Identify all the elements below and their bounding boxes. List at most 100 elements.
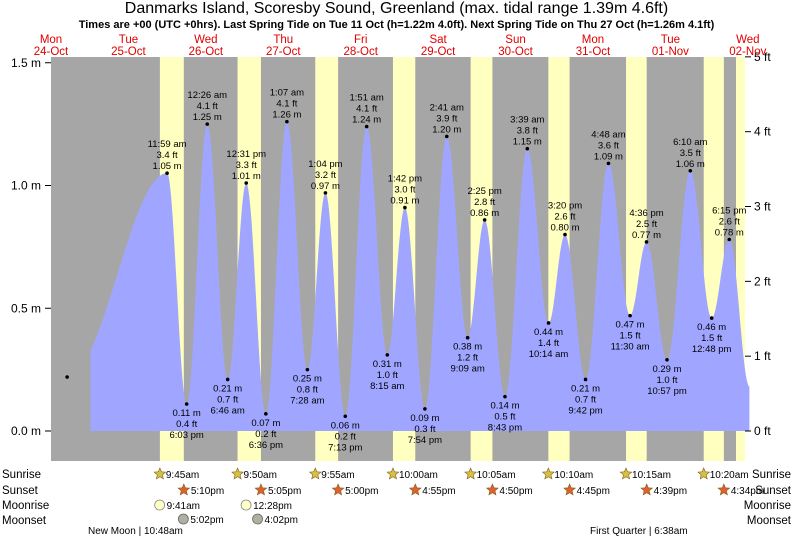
- extreme-metres: 1.01 m: [232, 171, 261, 182]
- sunrise-time: 10:15am: [632, 470, 671, 481]
- extreme-feet: 0.4 ft: [176, 419, 197, 430]
- extreme-metres: 1.26 m: [272, 110, 301, 121]
- row-label-moonrise: Moonrise: [744, 500, 791, 512]
- day-date: 02-Nov: [729, 46, 766, 58]
- moonset-icon: [177, 513, 189, 525]
- extreme-time: 7:54 pm: [408, 435, 442, 446]
- day-weekday: Wed: [194, 34, 217, 46]
- day-date: 30-Oct: [498, 46, 533, 58]
- extreme-time: 12:31 pm: [226, 149, 266, 160]
- sunrise-time: 10:10am: [554, 470, 593, 481]
- day-labels: Mon24-OctTue25-OctWed26-OctThu27-OctFri2…: [34, 34, 767, 58]
- extreme-metres: 0.14 m: [490, 401, 519, 412]
- extreme-metres: 1.05 m: [153, 161, 182, 172]
- extreme-dot: [503, 394, 507, 399]
- extreme-metres: 0.80 m: [550, 223, 579, 234]
- tide-area-path: [90, 121, 750, 432]
- extreme-metres: 0.21 m: [571, 383, 600, 394]
- extreme-time: 6:03 pm: [169, 430, 203, 441]
- extreme-time: 1:51 am: [350, 93, 384, 104]
- extreme-feet: 4.1 ft: [197, 101, 218, 112]
- extreme-dot: [444, 134, 449, 139]
- extreme-feet: 0.2 ft: [335, 431, 356, 442]
- y-right-tick-label: 0 ft: [754, 424, 771, 438]
- extreme-dot: [665, 358, 669, 362]
- extreme-dot: [184, 402, 189, 406]
- sunset-time: 4:39pm: [654, 486, 687, 497]
- sunset-icon: [408, 483, 422, 496]
- extreme-dot: [525, 146, 530, 151]
- extreme-metres: 0.97 m: [311, 181, 340, 192]
- extreme-dot: [364, 124, 369, 129]
- extreme-metres: 0.07 m: [251, 418, 280, 429]
- extreme-time: 1:04 pm: [308, 159, 342, 170]
- extreme-feet: 1.2 ft: [457, 353, 478, 364]
- moonrise-time: 9:41am: [167, 501, 200, 512]
- extreme-feet: 4.1 ft: [276, 99, 297, 110]
- tide-area: [90, 121, 750, 432]
- extreme-feet: 3.4 ft: [157, 150, 178, 161]
- extreme-dot: [385, 353, 390, 357]
- extreme-metres: 0.06 m: [331, 420, 360, 431]
- extreme-metres: 0.91 m: [390, 196, 419, 207]
- y-left-tick-label: 1.5 m: [11, 56, 41, 70]
- astro-rows: Sunrise Sunrise Sunset Sunset Moonrise Moonri…: [2, 467, 792, 537]
- moonset-icon: [252, 513, 263, 525]
- extreme-time: 3:20 pm: [548, 201, 582, 212]
- sunrise-icon: [386, 467, 400, 480]
- sunset-time: 4:50pm: [499, 486, 532, 497]
- row-label-moonrise: Moonrise: [2, 500, 49, 512]
- extreme-time: 4:48 am: [591, 129, 625, 140]
- sunrise-icon: [153, 467, 167, 480]
- extreme-time: 9:09 am: [450, 364, 484, 375]
- extreme-time: 1:42 pm: [388, 174, 422, 185]
- sunrise-time: 10:00am: [399, 470, 438, 481]
- sunrise-time: 10:20am: [710, 470, 749, 481]
- y-left-tick-label: 0.5 m: [11, 301, 41, 315]
- sunset-time: 5:00pm: [345, 486, 378, 497]
- sunset-time: 4:45pm: [577, 486, 610, 497]
- extreme-time: 10:14 am: [529, 349, 569, 360]
- extreme-dot: [65, 375, 69, 379]
- sunset-icon: [640, 483, 654, 496]
- extreme-metres: 0.44 m: [534, 327, 563, 338]
- extreme-feet: 0.2 ft: [255, 429, 276, 440]
- extreme-feet: 0.5 ft: [494, 412, 515, 423]
- extreme-time: 6:46 am: [211, 405, 245, 416]
- extreme-dot: [244, 181, 249, 185]
- extreme-dot: [343, 414, 348, 419]
- daylight-band: [736, 57, 745, 461]
- extreme-dot: [583, 377, 588, 382]
- extreme-time: 1:07 am: [270, 88, 304, 99]
- extreme-dot: [688, 168, 693, 173]
- extreme-time: 8:15 am: [370, 381, 404, 392]
- extreme-feet: 1.4 ft: [538, 338, 559, 349]
- extreme-dot: [727, 237, 732, 242]
- extreme-dot: [482, 218, 487, 222]
- sunset-time: 5:10pm: [191, 486, 224, 497]
- extreme-dot: [606, 161, 611, 166]
- moonrise-icon: [240, 499, 252, 511]
- extreme-metres: 0.86 m: [470, 208, 499, 219]
- sunset-icon: [254, 483, 268, 496]
- extreme-time: 2:41 am: [430, 102, 464, 113]
- extreme-metres: 0.11 m: [172, 408, 200, 419]
- extreme-feet: 1.0 ft: [656, 375, 677, 386]
- sunrise-icon: [464, 467, 478, 480]
- extreme-dot: [305, 367, 310, 372]
- extreme-time: 11:59 am: [148, 139, 187, 150]
- day-date: 25-Oct: [111, 46, 146, 58]
- sunrise-icon: [231, 467, 245, 480]
- extreme-time: 10:57 pm: [647, 386, 687, 397]
- extreme-dot: [403, 205, 407, 210]
- extreme-feet: 3.6 ft: [598, 140, 619, 151]
- extreme-feet: 3.9 ft: [436, 113, 457, 124]
- sunset-time: 4:55pm: [422, 486, 455, 497]
- extreme-metres: 1.15 m: [513, 137, 542, 148]
- day-weekday: Tue: [661, 34, 680, 46]
- sunrise-time: 9:50am: [244, 470, 277, 481]
- day-weekday: Mon: [582, 34, 604, 46]
- sunset-icon: [717, 483, 731, 496]
- extreme-time: 12:26 am: [187, 90, 227, 101]
